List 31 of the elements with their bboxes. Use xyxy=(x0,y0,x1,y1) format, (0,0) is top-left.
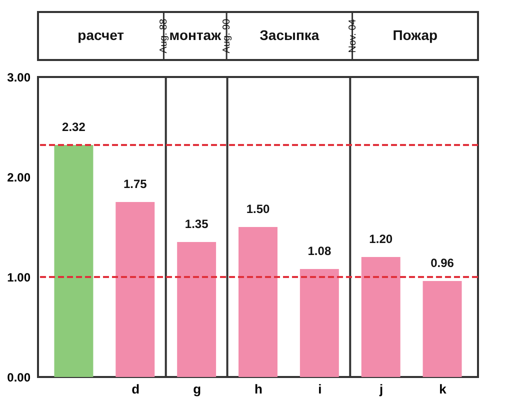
data-label: 1.75 xyxy=(123,177,148,191)
data-label: 1.50 xyxy=(246,202,270,216)
ref-line-label: Aug. 88 xyxy=(158,18,170,54)
text: расчет xyxy=(78,27,124,43)
bar xyxy=(238,227,278,377)
ref-line-label: Aug. 90 xyxy=(222,18,233,54)
x-tick-label: h xyxy=(254,382,263,396)
data-label: 1.35 xyxy=(184,217,209,231)
ref-line-label: Nov. 04 xyxy=(347,18,358,53)
bar xyxy=(361,257,400,377)
y-tick-label: 1.00 xyxy=(7,270,31,284)
text: монтаж xyxy=(169,27,222,43)
y-tick-label: 2.00 xyxy=(7,170,31,184)
text: Пожар xyxy=(392,27,438,43)
data-label: 0.96 xyxy=(430,256,454,270)
x-tick-label: j xyxy=(378,382,384,396)
bar xyxy=(116,202,155,377)
data-label: 1.20 xyxy=(369,232,393,246)
bar xyxy=(177,242,216,377)
x-tick-label: g xyxy=(193,382,202,396)
bar xyxy=(300,269,339,377)
text: Засыпка xyxy=(260,27,320,43)
bar xyxy=(54,145,94,377)
y-tick-label: 0.00 xyxy=(7,370,31,384)
bar xyxy=(422,281,462,377)
x-tick-label: k xyxy=(439,382,448,396)
y-tick-label: 3.00 xyxy=(7,70,31,84)
x-tick-label: d xyxy=(132,382,140,396)
data-label: 1.08 xyxy=(308,244,332,258)
data-label: 2.32 xyxy=(62,120,86,134)
x-tick-label: i xyxy=(318,382,322,396)
